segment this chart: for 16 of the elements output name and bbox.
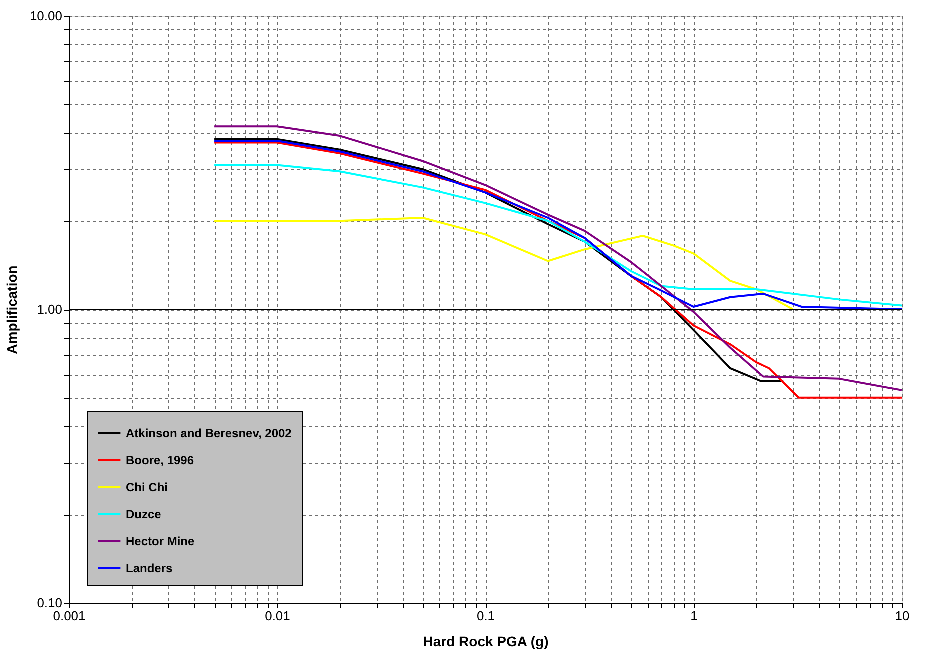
x-axis-title: Hard Rock PGA (g) — [423, 634, 549, 650]
x-tick-label: 0.001 — [53, 608, 86, 624]
y-tick-label: 10.00 — [30, 8, 62, 24]
x-tick-label: 1 — [690, 608, 698, 624]
legend-label: Boore, 1996 — [126, 454, 194, 468]
legend-label: Landers — [126, 562, 174, 576]
x-tick-label: 0.01 — [265, 608, 290, 624]
legend-label: Chi Chi — [126, 480, 168, 494]
legend-label: Atkinson and Beresnev, 2002 — [126, 426, 292, 440]
y-tick-label: 1.00 — [37, 302, 62, 317]
legend-label: Duzce — [126, 508, 162, 522]
y-tick-label: 0.10 — [37, 596, 62, 610]
x-tick-label: 0.1 — [476, 608, 496, 624]
y-axis-title: Amplification — [4, 266, 20, 354]
x-tick-label: 10 — [895, 608, 910, 624]
legend-label: Hector Mine — [126, 534, 196, 548]
